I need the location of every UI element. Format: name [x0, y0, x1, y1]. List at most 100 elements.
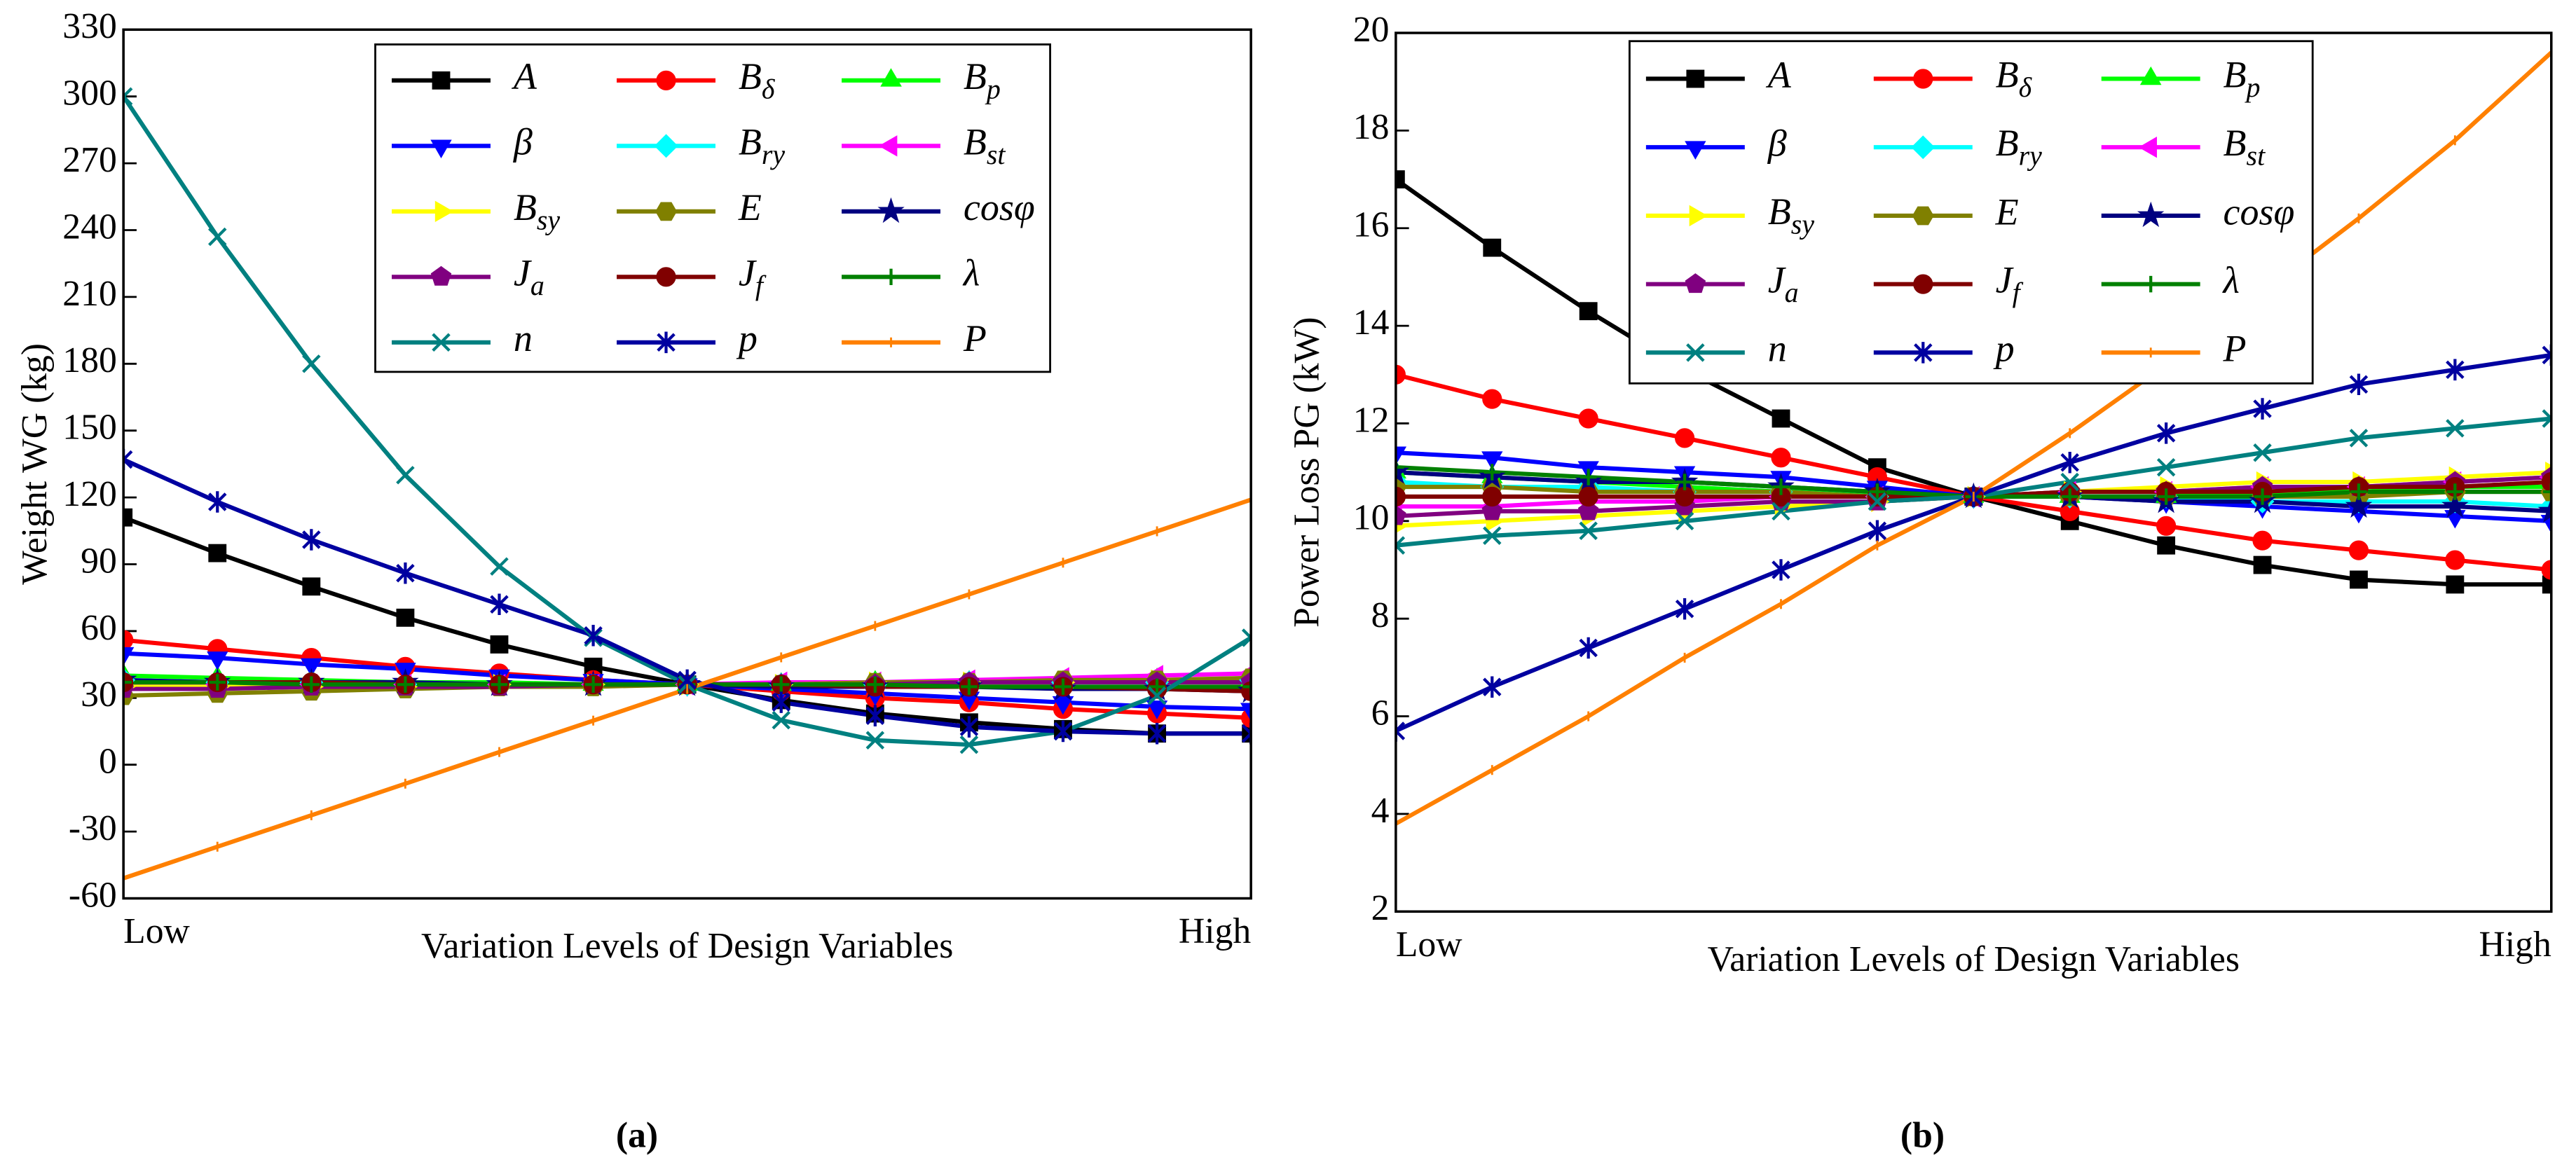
marker: [490, 557, 509, 576]
marker: [2060, 472, 2079, 492]
legend-label: cosφ: [964, 186, 1035, 228]
caption: (b): [1900, 1115, 1945, 1155]
marker: [1772, 559, 1790, 581]
plot: [1395, 47, 2551, 829]
marker: [430, 139, 452, 158]
marker: [397, 676, 414, 693]
legend-box: [1628, 40, 2314, 385]
legend-label: P: [2223, 328, 2247, 370]
legend-label: β: [513, 121, 533, 163]
marker: [1868, 492, 1887, 511]
y-tick-label: -30: [69, 808, 117, 848]
marker: [123, 647, 135, 666]
y-axis-label: Weight WG (kg): [15, 343, 55, 585]
marker: [123, 630, 134, 650]
marker: [1674, 486, 1695, 507]
marker: [303, 676, 320, 693]
marker: [772, 691, 790, 713]
x-tick-label: Low: [1396, 925, 1462, 965]
series-line: [1395, 352, 2551, 733]
marker: [430, 265, 452, 286]
marker: [1240, 703, 1252, 721]
y-tick-label: 10: [1353, 498, 1390, 538]
marker: [2541, 471, 2551, 492]
marker: [1579, 637, 1598, 659]
marker: [1913, 274, 1933, 294]
marker: [772, 710, 790, 730]
marker: [490, 593, 509, 616]
marker: [1675, 598, 1694, 620]
marker: [1241, 628, 1252, 647]
marker: [396, 466, 415, 485]
marker: [1482, 389, 1502, 409]
marker: [1395, 536, 1406, 555]
y-tick-label: 150: [62, 408, 116, 448]
legend-label: Ja: [514, 252, 544, 301]
marker: [432, 71, 451, 90]
marker: [1395, 459, 1404, 476]
legend-label: Bry: [739, 121, 786, 170]
marker: [1481, 451, 1503, 470]
marker: [878, 135, 898, 157]
legend-label: cosφ: [2224, 191, 2295, 233]
marker: [2349, 429, 2369, 448]
series-line: [123, 515, 1252, 736]
marker: [877, 197, 905, 223]
legend-label: n: [514, 317, 533, 359]
marker: [1395, 446, 1407, 465]
legend-label: Bsy: [1768, 191, 1815, 240]
marker: [2158, 488, 2174, 505]
marker: [208, 544, 227, 562]
marker: [1771, 448, 1791, 468]
legend-label: Bδ: [1996, 54, 2033, 103]
marker: [1242, 678, 1252, 696]
legend-label: Bry: [1996, 123, 2043, 172]
marker: [1686, 343, 1705, 362]
y-tick-label: 6: [1371, 693, 1390, 733]
legend-label: A: [1766, 54, 1792, 96]
marker: [961, 678, 978, 696]
marker: [2541, 560, 2551, 580]
marker: [2446, 419, 2465, 438]
marker: [2254, 488, 2271, 505]
marker: [2348, 540, 2369, 560]
marker: [867, 676, 884, 693]
marker: [2543, 483, 2551, 500]
marker: [2445, 550, 2465, 570]
y-tick-label: 8: [1371, 595, 1390, 635]
marker: [2253, 555, 2272, 574]
y-tick-label: 20: [1353, 10, 1390, 50]
marker: [208, 491, 227, 513]
caption: (a): [616, 1115, 658, 1155]
marker: [2156, 422, 2176, 444]
marker: [2537, 497, 2551, 523]
marker: [396, 562, 415, 584]
marker: [656, 70, 676, 90]
y-tick-label: 270: [62, 140, 116, 180]
marker: [396, 608, 415, 627]
marker: [2060, 451, 2079, 474]
marker: [1395, 170, 1405, 188]
marker: [584, 624, 603, 647]
marker: [1689, 205, 1708, 227]
y-tick-label: 90: [81, 541, 117, 581]
marker: [1914, 342, 1933, 364]
y-tick-label: 120: [62, 474, 116, 514]
marker: [772, 676, 790, 693]
marker: [1685, 141, 1706, 160]
marker: [1911, 135, 1936, 160]
marker: [300, 658, 322, 677]
marker: [657, 331, 676, 354]
marker: [1147, 686, 1167, 705]
x-tick-label: High: [1179, 911, 1251, 951]
marker: [434, 200, 454, 223]
marker: [2446, 483, 2464, 500]
legend-label: Bst: [964, 121, 1006, 170]
marker: [2139, 66, 2162, 85]
marker: [656, 267, 676, 287]
legend-label: λ: [962, 252, 980, 294]
marker: [1483, 238, 1502, 257]
marker: [1869, 483, 1886, 500]
